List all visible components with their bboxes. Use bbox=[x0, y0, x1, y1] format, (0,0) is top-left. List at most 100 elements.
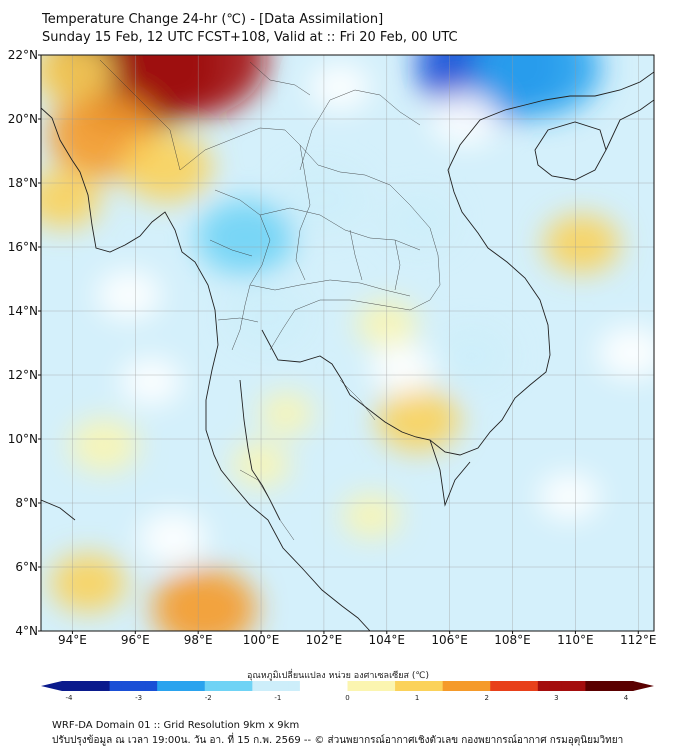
colorbar-segment bbox=[406, 681, 420, 691]
colorbar-segment bbox=[359, 681, 372, 691]
lat-label: 6°N bbox=[15, 560, 38, 574]
lon-label: 108°E bbox=[494, 633, 531, 647]
colorbar-tick-label: 3 bbox=[554, 694, 558, 700]
colorbar-segment bbox=[299, 681, 313, 691]
lat-label: 10°N bbox=[8, 432, 38, 446]
colorbar-segment bbox=[133, 681, 146, 691]
colorbar-segment bbox=[97, 681, 110, 691]
lat-label: 12°N bbox=[8, 368, 38, 382]
colorbar-tick-label: 1 bbox=[415, 694, 419, 700]
colorbar-segment bbox=[609, 681, 622, 691]
colorbar-segment bbox=[347, 681, 360, 691]
lat-label: 4°N bbox=[15, 624, 38, 638]
map-subtitle: Sunday 15 Feb, 12 UTC FCST+108, Valid at… bbox=[42, 30, 458, 45]
colorbar-segment bbox=[204, 681, 218, 691]
lon-label: 94°E bbox=[58, 633, 87, 647]
colorbar-segment bbox=[371, 681, 384, 691]
coastlines bbox=[41, 71, 654, 631]
colorbar-segment bbox=[561, 681, 574, 691]
field-blob-20 bbox=[382, 193, 455, 250]
colorbar-segment bbox=[597, 681, 610, 691]
field-blob-5 bbox=[41, 169, 101, 229]
field-blob-22 bbox=[370, 343, 436, 394]
field-blob-24 bbox=[96, 270, 162, 320]
colorbar-segment bbox=[466, 681, 479, 691]
colorbar-segment bbox=[490, 681, 503, 691]
colorbar-segment bbox=[621, 681, 634, 691]
field-blob-17 bbox=[196, 199, 295, 275]
temperature-field bbox=[41, 55, 654, 631]
colorbar-segment bbox=[335, 681, 348, 691]
field-blob-16 bbox=[474, 55, 602, 117]
colorbar-segment bbox=[216, 681, 229, 691]
lat-label: 8°N bbox=[15, 496, 38, 510]
lon-label: 106°E bbox=[431, 633, 468, 647]
colorbar-segment bbox=[288, 681, 301, 691]
colorbar-segment bbox=[311, 681, 325, 691]
longitude-labels: 94°E 96°E 98°E 100°E 102°E 104°E 106°E 108°E 110… bbox=[58, 631, 657, 647]
province-borders bbox=[99, 59, 441, 541]
colorbar-title: อุณหภูมิเปลี่ยนแปลง หน่วย องศาเซลเซียส (… bbox=[246, 671, 430, 681]
colorbar-tick-label: -2 bbox=[205, 694, 212, 700]
map-frame bbox=[40, 54, 655, 632]
field-blob-27 bbox=[597, 326, 654, 379]
footer-credits: ปรับปรุงข้อมูล ณ เวลา 19:00น. วัน อา. ที… bbox=[52, 735, 624, 746]
colorbar-segment bbox=[169, 681, 182, 691]
colorbar-tick-label: 2 bbox=[485, 694, 489, 700]
field-blob-28 bbox=[538, 473, 600, 521]
colorbar-segment bbox=[62, 681, 75, 691]
temperature-change-map: 22°N 20°N 18°N 16°N 14°N 12°N 10°N 8°N 6°N 4°N 94… bbox=[8, 48, 657, 700]
colorbar-segment bbox=[395, 681, 408, 691]
colorbar-segment bbox=[180, 681, 194, 691]
colorbar-segment bbox=[514, 681, 527, 691]
colorbar-segment bbox=[585, 681, 598, 691]
field-blob-26 bbox=[120, 357, 182, 405]
colorbar-segment bbox=[276, 681, 289, 691]
colorbar-segment bbox=[525, 681, 539, 691]
colorbar-segment bbox=[252, 681, 265, 691]
footer-model-info: WRF-DA Domain 01 :: Grid Resolution 9km … bbox=[52, 720, 300, 731]
field-blob-7 bbox=[50, 553, 127, 613]
colorbar-segment bbox=[145, 681, 158, 691]
field-blob-19 bbox=[225, 285, 309, 350]
colorbar-segment bbox=[109, 681, 122, 691]
colorbar-segment bbox=[240, 681, 253, 691]
map-title: Temperature Change 24-hr (℃) - [Data Ass… bbox=[42, 12, 384, 27]
colorbar-segment bbox=[85, 681, 99, 691]
field-blob-3 bbox=[41, 55, 115, 103]
lon-label: 100°E bbox=[243, 633, 280, 647]
colorbar-segment bbox=[228, 681, 241, 691]
colorbar-segment bbox=[73, 681, 87, 691]
lon-label: 110°E bbox=[557, 633, 594, 647]
colorbar-segment bbox=[323, 681, 337, 691]
colorbar-tick-label: -4 bbox=[66, 694, 74, 700]
field-blob-25 bbox=[138, 511, 208, 565]
lon-label: 96°E bbox=[121, 633, 150, 647]
colorbar-segment bbox=[478, 681, 491, 691]
field-blob-9 bbox=[376, 387, 460, 452]
field-blob-4 bbox=[121, 132, 212, 202]
lon-label: 104°E bbox=[369, 633, 406, 647]
colorbar-segment bbox=[454, 681, 467, 691]
lat-label: 18°N bbox=[8, 176, 38, 190]
colorbar-segment bbox=[502, 681, 515, 691]
colorbar-segment bbox=[264, 681, 277, 691]
colorbar-segment bbox=[537, 681, 551, 691]
colorbar-max-arrow bbox=[633, 681, 654, 691]
colorbar-segment bbox=[192, 681, 206, 691]
field-blob-23 bbox=[433, 326, 510, 385]
colorbar-tick-label: -1 bbox=[274, 694, 281, 700]
field-blob-8 bbox=[151, 568, 257, 631]
lat-label: 22°N bbox=[8, 48, 38, 62]
colorbar-segment bbox=[121, 681, 134, 691]
colorbar-tick-label: 0 bbox=[345, 694, 349, 700]
colorbar-segment bbox=[418, 681, 432, 691]
field-blob-13 bbox=[259, 392, 314, 435]
lon-label: 102°E bbox=[306, 633, 343, 647]
lon-label: 112°E bbox=[620, 633, 657, 647]
field-blob-1 bbox=[110, 55, 267, 119]
colorbar-tick-label: -3 bbox=[135, 694, 142, 700]
lat-label: 14°N bbox=[8, 304, 38, 318]
colorbar-segment bbox=[573, 681, 586, 691]
colorbar-tick-label: 4 bbox=[624, 694, 629, 700]
